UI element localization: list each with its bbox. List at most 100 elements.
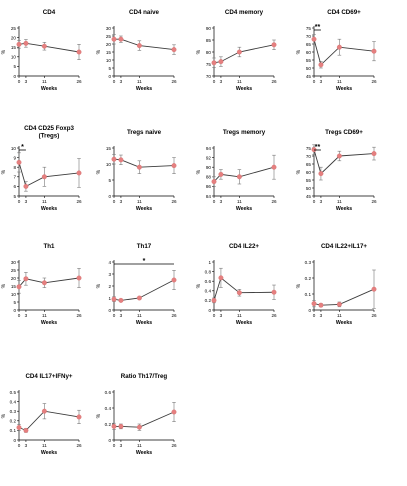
data-point <box>16 159 22 165</box>
y-tick-label: 4 <box>108 260 111 265</box>
x-axis-label: Weeks <box>41 450 57 456</box>
x-tick-label: 11 <box>137 443 142 448</box>
x-axis-label: Weeks <box>236 206 252 212</box>
y-tick-label: 1 <box>208 260 211 265</box>
series-line <box>313 288 375 306</box>
x-tick-label: 26 <box>271 313 277 318</box>
y-tick-label: 60 <box>306 170 312 175</box>
x-tick-label: 0 <box>113 79 116 84</box>
data-point <box>171 163 177 169</box>
y-tick-label: 70 <box>206 74 212 79</box>
x-tick-label: 26 <box>371 313 377 318</box>
series-line <box>18 410 80 431</box>
data-point <box>41 174 47 180</box>
x-tick-label: 0 <box>213 79 216 84</box>
chart-panel: CD4 CD69+ 45 50 55 60 65 70 75 0 3 11 26 Weeks% ** <box>296 9 377 92</box>
y-axis-label: % <box>296 283 302 288</box>
y-tick-label: 75 <box>206 62 212 67</box>
data-point <box>311 301 317 307</box>
data-point <box>111 156 117 162</box>
y-tick-label: 5 <box>13 194 16 199</box>
data-point <box>171 277 177 283</box>
x-tick-label: 0 <box>18 313 21 318</box>
y-tick-label: 90 <box>206 165 212 170</box>
x-tick-label: 3 <box>320 313 323 318</box>
x-tick-label: 3 <box>25 79 28 84</box>
x-tick-label: 0 <box>313 313 316 318</box>
chart-title: CD4 <box>43 9 56 16</box>
y-tick-label: 55 <box>306 178 312 183</box>
y-tick-label: 0.3 <box>305 260 312 265</box>
x-tick-label: 11 <box>237 199 242 204</box>
data-point <box>41 280 47 286</box>
data-point <box>211 60 217 66</box>
y-tick-label: 1 <box>108 296 111 301</box>
x-tick-label: 26 <box>171 199 177 204</box>
y-tick-label: 7 <box>13 175 16 180</box>
y-tick-label: 8 <box>13 165 16 170</box>
y-tick-label: 0 <box>13 74 16 79</box>
y-tick-label: 50 <box>306 186 312 191</box>
data-point <box>76 275 82 281</box>
y-tick-label: 80 <box>206 50 212 55</box>
x-tick-label: 0 <box>213 313 216 318</box>
y-tick-label: 5 <box>108 178 111 183</box>
x-tick-label: 0 <box>313 79 316 84</box>
y-tick-label: 0 <box>208 308 211 313</box>
series-line <box>213 166 275 182</box>
y-axis-label: % <box>196 49 202 54</box>
data-point <box>16 284 22 290</box>
y-axis-label: % <box>296 169 302 174</box>
series-line <box>18 162 80 188</box>
chart-panel: CD4 CD25 Foxp3(Tregs) 5 6 7 8 9 10 0 3 11 26 Weeks%… <box>1 125 82 212</box>
x-tick-label: 26 <box>371 199 377 204</box>
y-tick-label: 6 <box>13 184 16 189</box>
x-tick-label: 26 <box>76 79 82 84</box>
chart-panel: Tregs CD69+ 45 50 55 60 65 70 75 0 3 11 26 Weeks% ** <box>296 129 377 212</box>
chart-title: CD4 naive <box>129 9 159 16</box>
x-tick-label: 26 <box>371 79 377 84</box>
y-tick-label: 85 <box>206 38 212 43</box>
data-point <box>41 408 47 414</box>
x-tick-label: 3 <box>320 199 323 204</box>
x-tick-label: 11 <box>137 79 142 84</box>
y-tick-label: 88 <box>206 175 212 180</box>
y-axis-label: % <box>96 169 102 174</box>
y-tick-label: 86 <box>206 184 212 189</box>
x-tick-label: 0 <box>313 199 316 204</box>
x-axis-label: Weeks <box>336 320 352 326</box>
y-axis-label: % <box>1 283 7 288</box>
x-tick-label: 26 <box>76 313 82 318</box>
data-point <box>23 427 29 433</box>
chart-title: Tregs CD69+ <box>325 129 363 136</box>
x-tick-label: 3 <box>120 199 123 204</box>
series-line <box>313 39 375 66</box>
significance-label: * <box>143 258 146 265</box>
y-tick-label: 20 <box>11 35 17 40</box>
x-axis-label: Weeks <box>236 86 252 92</box>
x-axis-label: Weeks <box>41 320 57 326</box>
y-tick-label: 30 <box>11 260 17 265</box>
x-tick-label: 3 <box>220 79 223 84</box>
y-tick-label: 5 <box>13 64 16 69</box>
chart-title: CD4 IL22+ <box>229 243 259 250</box>
data-point <box>171 409 177 415</box>
chart-title: Tregs naive <box>127 129 162 136</box>
data-point <box>371 48 377 54</box>
y-axis-label: % <box>1 169 7 174</box>
y-axis-label: % <box>96 49 102 54</box>
y-tick-label: 60 <box>306 50 312 55</box>
x-tick-label: 3 <box>220 199 223 204</box>
y-tick-label: 0.1 <box>10 428 17 433</box>
data-point <box>136 295 142 301</box>
x-tick-label: 11 <box>42 79 47 84</box>
y-tick-label: 0.8 <box>205 269 212 274</box>
y-tick-label: 10 <box>11 146 17 151</box>
x-tick-label: 3 <box>120 443 123 448</box>
x-axis-label: Weeks <box>336 86 352 92</box>
